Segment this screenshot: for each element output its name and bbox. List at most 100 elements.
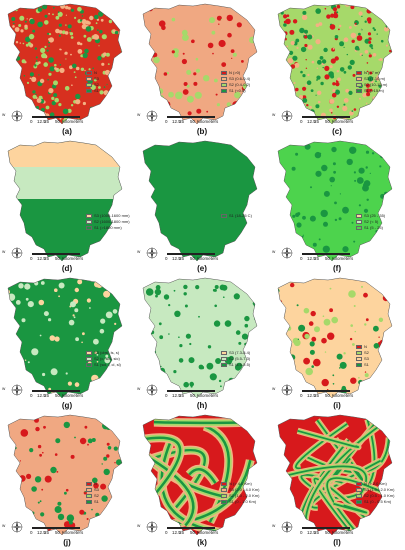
scale-tick-label: 50 [55,393,61,398]
legend-swatch [356,351,362,355]
legend-label: S1 [94,88,99,93]
legend-swatch [356,83,362,87]
legend-label: N [94,481,97,486]
map-panel-g: S3 (cbsl, ls, s) S2 (c, sicl, sic) S1 (scl… [0,274,135,411]
legend-label: S1 (0 - 0.5 Km) [364,499,392,504]
legend-swatch [86,77,92,81]
map-b [142,3,258,125]
panel-label-c: (c) [332,127,342,136]
legend-label: S3 [364,356,369,361]
legend-item: S3 (7-10 m) [356,76,387,82]
scale-bar [302,116,350,118]
legend-f: S3 (25 - 35) S2 (< 5) S1 (5 - 25) [356,213,385,231]
legend-a: N S3 S2 S1 [86,70,99,94]
panel-label-a: (a) [62,127,72,136]
legend-item: S1 (>1800 mm) [86,225,130,231]
scale-tick-label: 50 [55,530,61,535]
compass-west-label: W [2,250,6,254]
legend-item: S3 [86,76,99,82]
legend-label: N [94,70,97,75]
legend-item: S2 (10-15 m) [356,82,387,88]
scale-bar [167,390,215,392]
legend-label: S2 [94,82,99,87]
legend-item: N [356,344,369,350]
legend-swatch [86,226,92,230]
map-f [277,140,393,262]
legend-item: N (> 4.0 Km) [221,481,259,487]
scale-unit-label: Kilometers [332,530,354,535]
map-panel-h: S3 (7.3-8.4) S2 (5.5-7.3) S1 (4.5-5.5) W 0 12… [135,274,270,411]
legend-item: S3 (25 - 35) [356,213,385,219]
map-panel-i: N S2 S3 S1 W 0 12.5 25 50 Kilometers (i) [270,274,405,411]
legend-item: N [86,481,99,487]
scale-bar [32,253,80,255]
compass-west-label: W [272,113,276,117]
legend-swatch [86,357,92,361]
scale-tick-label: 12.5 [172,393,181,398]
map-panel-j: N S3 S2 S1 W 0 12.5 25 50 Kilometers (j) [0,411,135,548]
legend-label: S2 (< 5) [364,219,379,224]
scale-unit-label: Kilometers [62,530,84,535]
legend-item: S2 [356,350,369,356]
scale-tick-label: 0 [30,119,33,124]
compass-west-label: W [137,524,141,528]
legend-swatch [221,494,227,498]
scale-tick-label: 50 [325,256,331,261]
scale-bar [302,253,350,255]
legend-label: S3 (7.3-8.4) [229,350,251,355]
legend-swatch [356,214,362,218]
map-h [142,277,258,399]
compass-west-label: W [137,387,141,391]
legend-label: S3 [94,487,99,492]
legend-item: N (> 2.0 Km) [356,481,394,487]
scale-tick-label: 12.5 [37,530,46,535]
north-arrow-icon [146,521,158,533]
scale-tick-label: 0 [30,393,33,398]
legend-swatch [221,77,227,81]
legend-swatch [356,494,362,498]
scale-tick-label: 50 [325,530,331,535]
legend-item: S3 (cbsl, ls, s) [86,350,121,356]
map-g [7,277,123,399]
legend-label: S3 (1.0 - 2.0 Km) [364,487,395,492]
north-arrow-icon [11,384,23,396]
legend-swatch [221,83,227,87]
legend-swatch [86,494,92,498]
map-d [7,140,123,262]
legend-item: S1 [86,499,99,505]
scale-tick-label: 12.5 [172,119,181,124]
legend-swatch [86,214,92,218]
scale-tick-label: 0 [165,256,168,261]
map-panel-l: N (> 2.0 Km) S3 (1.0 - 2.0 Km) S2 (0.5 - 1… [270,411,405,548]
legend-g: S3 (cbsl, ls, s) S2 (c, sicl, sic) S1 (scl… [86,350,121,368]
scale-tick-label: 50 [190,119,196,124]
legend-h: S3 (7.3-8.4) S2 (5.5-7.3) S1 (4.5-5.5) [221,350,250,368]
scale-tick-label: 25 [179,119,185,124]
legend-label: N (>0) [229,70,241,75]
legend-item: S3 (2.0 - 4.0 Km) [221,487,259,493]
scale-tick-label: 50 [190,393,196,398]
legend-swatch [86,83,92,87]
legend-label: S1 [364,362,369,367]
legend-swatch [86,89,92,93]
map-a [7,3,123,125]
compass-west-label: W [272,250,276,254]
scale-tick-label: 12.5 [307,256,316,261]
panel-label-k: (k) [197,538,207,547]
legend-swatch [86,488,92,492]
legend-item: S3 (1000-1600 mm) [86,213,130,219]
legend-swatch [356,488,362,492]
compass-west-label: W [2,113,6,117]
legend-item: S1 [86,88,99,94]
scale-unit-label: Kilometers [197,530,219,535]
panel-label-g: (g) [61,401,73,410]
compass-west-label: W [2,524,6,528]
scale-tick-label: 12.5 [307,393,316,398]
legend-swatch [221,351,227,355]
legend-label: S1 (scl, l, cl, sl) [94,362,121,367]
scale-tick-label: 25 [314,530,320,535]
legend-swatch [86,482,92,486]
legend-swatch [356,357,362,361]
scale-tick-label: 12.5 [172,530,181,535]
map-panel-e: S1 (18-25 C) W 0 12.5 25 50 Kilometers (e) [135,137,270,274]
